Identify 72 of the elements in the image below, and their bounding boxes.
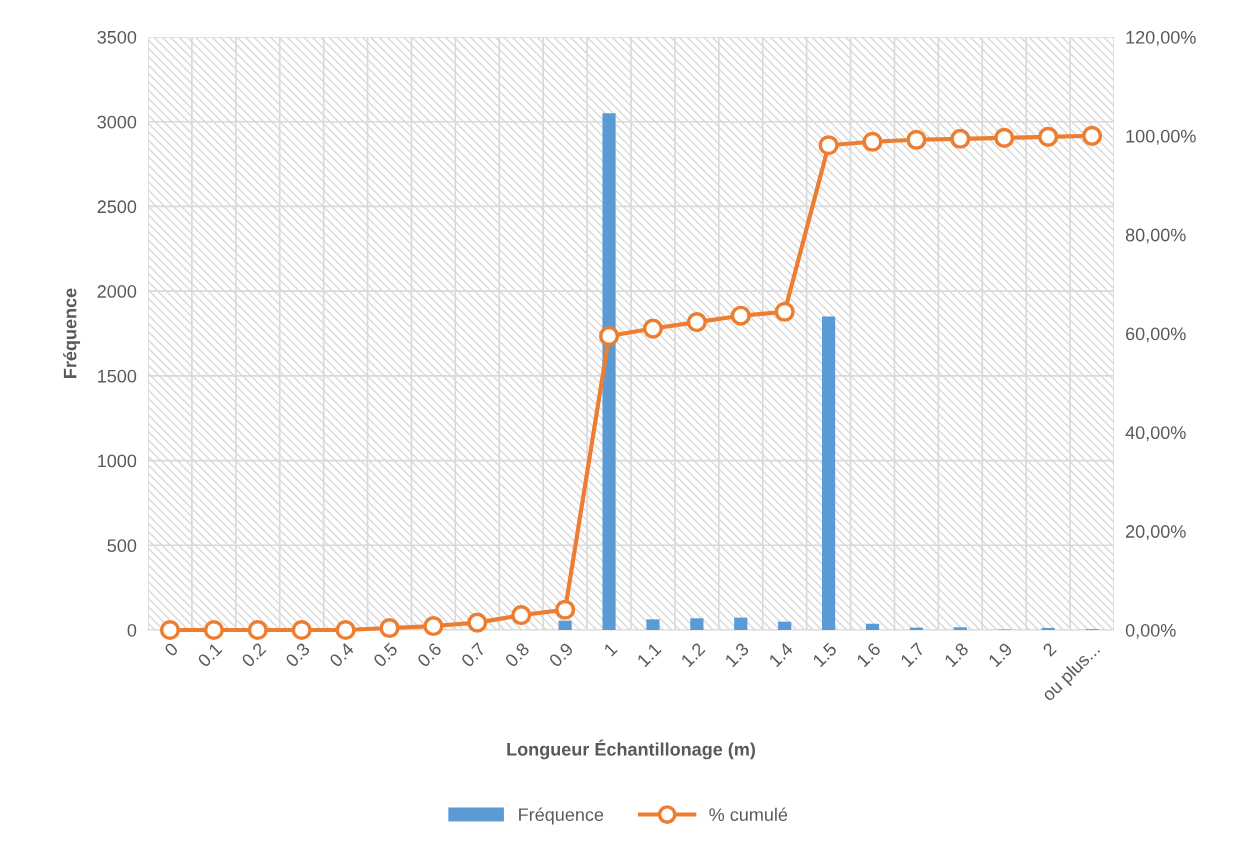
x-tick-label: 2 xyxy=(1042,642,1057,657)
point xyxy=(1081,125,1103,146)
point xyxy=(950,128,971,149)
x-tick-label: 1.6 xyxy=(856,642,882,668)
bar xyxy=(558,620,572,630)
point xyxy=(994,127,1015,148)
x-tick-label: 0.7 xyxy=(460,642,487,668)
point xyxy=(1038,126,1059,147)
point xyxy=(379,617,400,639)
point xyxy=(159,619,181,641)
bar xyxy=(865,623,880,630)
y-tick-label: 1000 xyxy=(98,454,137,468)
point xyxy=(818,135,839,156)
point xyxy=(291,619,312,641)
point xyxy=(906,129,927,150)
point xyxy=(335,619,356,641)
bar xyxy=(822,316,836,630)
x-tick-label: 0.1 xyxy=(196,642,223,668)
y-tick-label: 500 xyxy=(107,539,137,553)
point xyxy=(774,301,795,322)
x-axis-title: Longueur Échantillonage (m) xyxy=(507,739,755,760)
point xyxy=(598,325,620,347)
x-tick-label: 1.1 xyxy=(636,642,662,668)
bar xyxy=(690,618,704,630)
y-tick-label: 3500 xyxy=(97,30,137,44)
point xyxy=(642,318,664,339)
y2-tick-label: 80,00% xyxy=(1125,228,1186,244)
x-tick-label: 1.5 xyxy=(812,642,838,668)
x-tick-label: 1.2 xyxy=(680,642,706,668)
y-tick-label: 2500 xyxy=(97,200,137,214)
x-tick-label: 0.9 xyxy=(548,642,574,668)
point xyxy=(555,599,576,620)
bar xyxy=(778,621,792,630)
y-tick-label: 3000 xyxy=(97,115,137,129)
y2-tick-label: 0,00% xyxy=(1125,623,1176,639)
x-tick-label: 1.4 xyxy=(768,641,794,668)
x-tick-label: 1.8 xyxy=(943,642,970,668)
y2-tick-label: 20,00% xyxy=(1126,525,1186,541)
point xyxy=(686,312,707,333)
point xyxy=(467,612,488,633)
x-tick-label: 1.7 xyxy=(900,642,926,668)
x-tick-label: 0.8 xyxy=(504,642,531,668)
bar xyxy=(953,627,967,630)
point xyxy=(862,131,883,152)
bar xyxy=(602,113,616,630)
x-tick-label: 0.3 xyxy=(284,642,311,668)
x-tick-label: 0.2 xyxy=(240,642,267,668)
point xyxy=(730,305,751,326)
y2-tick-label: 60,00% xyxy=(1126,327,1186,343)
point xyxy=(247,619,268,641)
legend-label: % cumulé xyxy=(709,807,788,822)
legend-label: Fréquence xyxy=(519,807,604,825)
point xyxy=(423,615,444,637)
y2-tick-label: 40,00% xyxy=(1125,426,1186,442)
bar xyxy=(734,617,748,630)
y-tick-label: 0 xyxy=(127,623,137,637)
x-tick-label: 0.4 xyxy=(328,641,355,668)
point xyxy=(203,619,224,641)
y-tick-label: 2000 xyxy=(97,285,137,298)
x-tick-label: 1.9 xyxy=(987,642,1013,668)
x-tick-label: 0 xyxy=(163,641,179,658)
bar xyxy=(1041,627,1055,630)
y-tick-label: 1500 xyxy=(98,369,137,383)
bar xyxy=(646,619,660,630)
x-tick-label: 0.5 xyxy=(372,641,399,668)
y2-tick-label: 120,00% xyxy=(1126,30,1196,46)
y2-tick-label: 100,00% xyxy=(1126,129,1196,145)
point xyxy=(511,605,532,626)
x-tick-label: 0.6 xyxy=(416,642,443,668)
x-tick-label: 1 xyxy=(603,642,618,657)
x-tick-label: 1.3 xyxy=(724,642,750,668)
y-axis-title: Fréquence xyxy=(63,288,81,378)
